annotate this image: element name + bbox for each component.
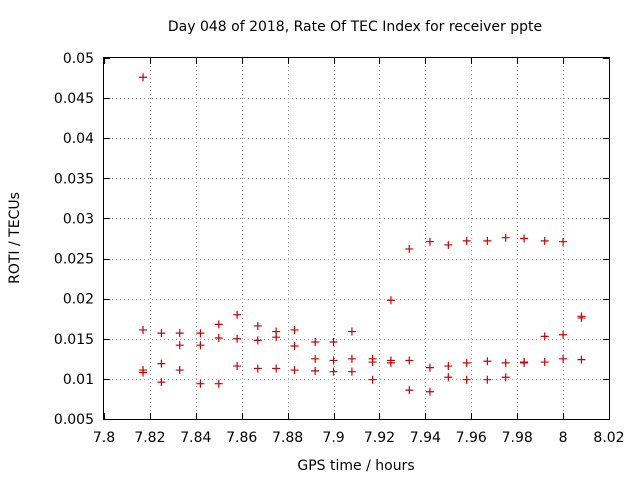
data-point: [290, 325, 299, 334]
data-point: [253, 364, 262, 373]
data-point: [329, 356, 338, 365]
data-point: [368, 375, 377, 384]
y-tick-label: 0.02: [63, 292, 94, 308]
data-point: [233, 334, 242, 343]
data-points: [139, 73, 586, 396]
x-tick-label: 7.84: [180, 430, 211, 446]
data-point: [483, 375, 492, 384]
data-point: [347, 367, 356, 376]
data-point: [347, 354, 356, 363]
x-tick-label: 7.82: [134, 430, 165, 446]
data-point: [214, 333, 223, 342]
data-point: [520, 358, 529, 367]
x-tick-label: 7.88: [272, 430, 303, 446]
data-point: [405, 386, 414, 395]
data-point: [425, 363, 434, 372]
x-tick-labels: 7.8 7.82 7.84 7.86 7.88 7.9 7.92 7.94 7.96 7.98 8 8…: [93, 430, 625, 446]
y-axis-label: ROTI / TECUs: [7, 192, 23, 284]
data-point: [157, 378, 166, 387]
data-point: [311, 337, 320, 346]
plot-frame: [103, 57, 610, 420]
y-tick-label: 0.01: [63, 372, 94, 388]
y-tick-label: 0.035: [54, 171, 94, 187]
data-point: [139, 325, 148, 334]
data-point: [272, 333, 281, 342]
data-point: [233, 310, 242, 319]
data-point: [329, 367, 338, 376]
data-point: [139, 73, 148, 82]
x-tick-label: 7.98: [502, 430, 533, 446]
data-point: [175, 366, 184, 375]
data-point: [483, 357, 492, 366]
x-tick-label: 7.96: [456, 430, 487, 446]
y-tick-labels: 0.005 0.01 0.015 0.02 0.025 0.03 0.035 0.04 0.04…: [54, 51, 94, 428]
data-point: [233, 362, 242, 371]
y-tick-label: 0.05: [63, 51, 94, 67]
y-tick-label: 0.015: [54, 332, 94, 348]
x-axis-label: GPS time / hours: [297, 458, 414, 474]
x-tick-label: 7.86: [226, 430, 257, 446]
x-tick-label: 7.94: [410, 430, 441, 446]
data-point: [559, 237, 568, 246]
data-point: [444, 373, 453, 382]
data-point: [196, 341, 205, 350]
data-point: [405, 244, 414, 253]
data-point: [559, 354, 568, 363]
data-point: [444, 240, 453, 249]
x-tick-label: 8: [559, 430, 568, 446]
data-point: [540, 236, 549, 245]
data-point: [405, 356, 414, 365]
axis-ticks: [104, 58, 610, 420]
data-point: [425, 387, 434, 396]
data-point: [311, 354, 320, 363]
x-tick-label: 7.92: [364, 430, 395, 446]
data-point: [462, 358, 471, 367]
y-tick-label: 0.03: [63, 211, 94, 227]
data-point: [483, 236, 492, 245]
data-point: [253, 336, 262, 345]
data-point: [214, 379, 223, 388]
data-point: [386, 296, 395, 305]
data-point: [520, 234, 529, 243]
data-point: [329, 337, 338, 346]
data-point: [272, 364, 281, 373]
data-point: [577, 355, 586, 364]
data-point: [425, 237, 434, 246]
y-tick-label: 0.045: [54, 91, 94, 107]
data-point: [196, 329, 205, 338]
data-point: [501, 233, 510, 242]
data-point: [501, 373, 510, 382]
data-point: [196, 379, 205, 388]
data-point: [559, 330, 568, 339]
data-point: [368, 358, 377, 367]
data-point: [175, 341, 184, 350]
data-point: [157, 359, 166, 368]
data-point: [444, 362, 453, 371]
y-tick-label: 0.04: [63, 131, 94, 147]
data-point: [139, 368, 148, 377]
data-point: [253, 321, 262, 330]
grid-lines: [104, 58, 609, 419]
x-tick-label: 7.8: [93, 430, 115, 446]
data-point: [290, 366, 299, 375]
data-point: [157, 329, 166, 338]
data-point: [540, 332, 549, 341]
y-tick-label: 0.005: [54, 412, 94, 428]
data-point: [214, 320, 223, 329]
data-point: [311, 366, 320, 375]
data-point: [501, 358, 510, 367]
data-point: [386, 358, 395, 367]
chart-title: Day 048 of 2018, Rate Of TEC Index for r…: [168, 19, 542, 35]
x-tick-label: 7.9: [322, 430, 344, 446]
data-point: [175, 329, 184, 338]
data-point: [577, 313, 586, 322]
data-point: [462, 375, 471, 384]
data-point: [540, 358, 549, 367]
data-point: [347, 327, 356, 336]
y-tick-label: 0.025: [54, 252, 94, 268]
x-tick-label: 8.02: [593, 430, 624, 446]
data-point: [462, 236, 471, 245]
data-point: [290, 341, 299, 350]
